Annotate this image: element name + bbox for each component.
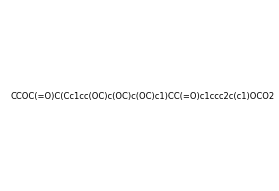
Text: CCOC(=O)C(Cc1cc(OC)c(OC)c(OC)c1)CC(=O)c1ccc2c(c1)OCO2: CCOC(=O)C(Cc1cc(OC)c(OC)c(OC)c1)CC(=O)c1… xyxy=(11,92,275,101)
